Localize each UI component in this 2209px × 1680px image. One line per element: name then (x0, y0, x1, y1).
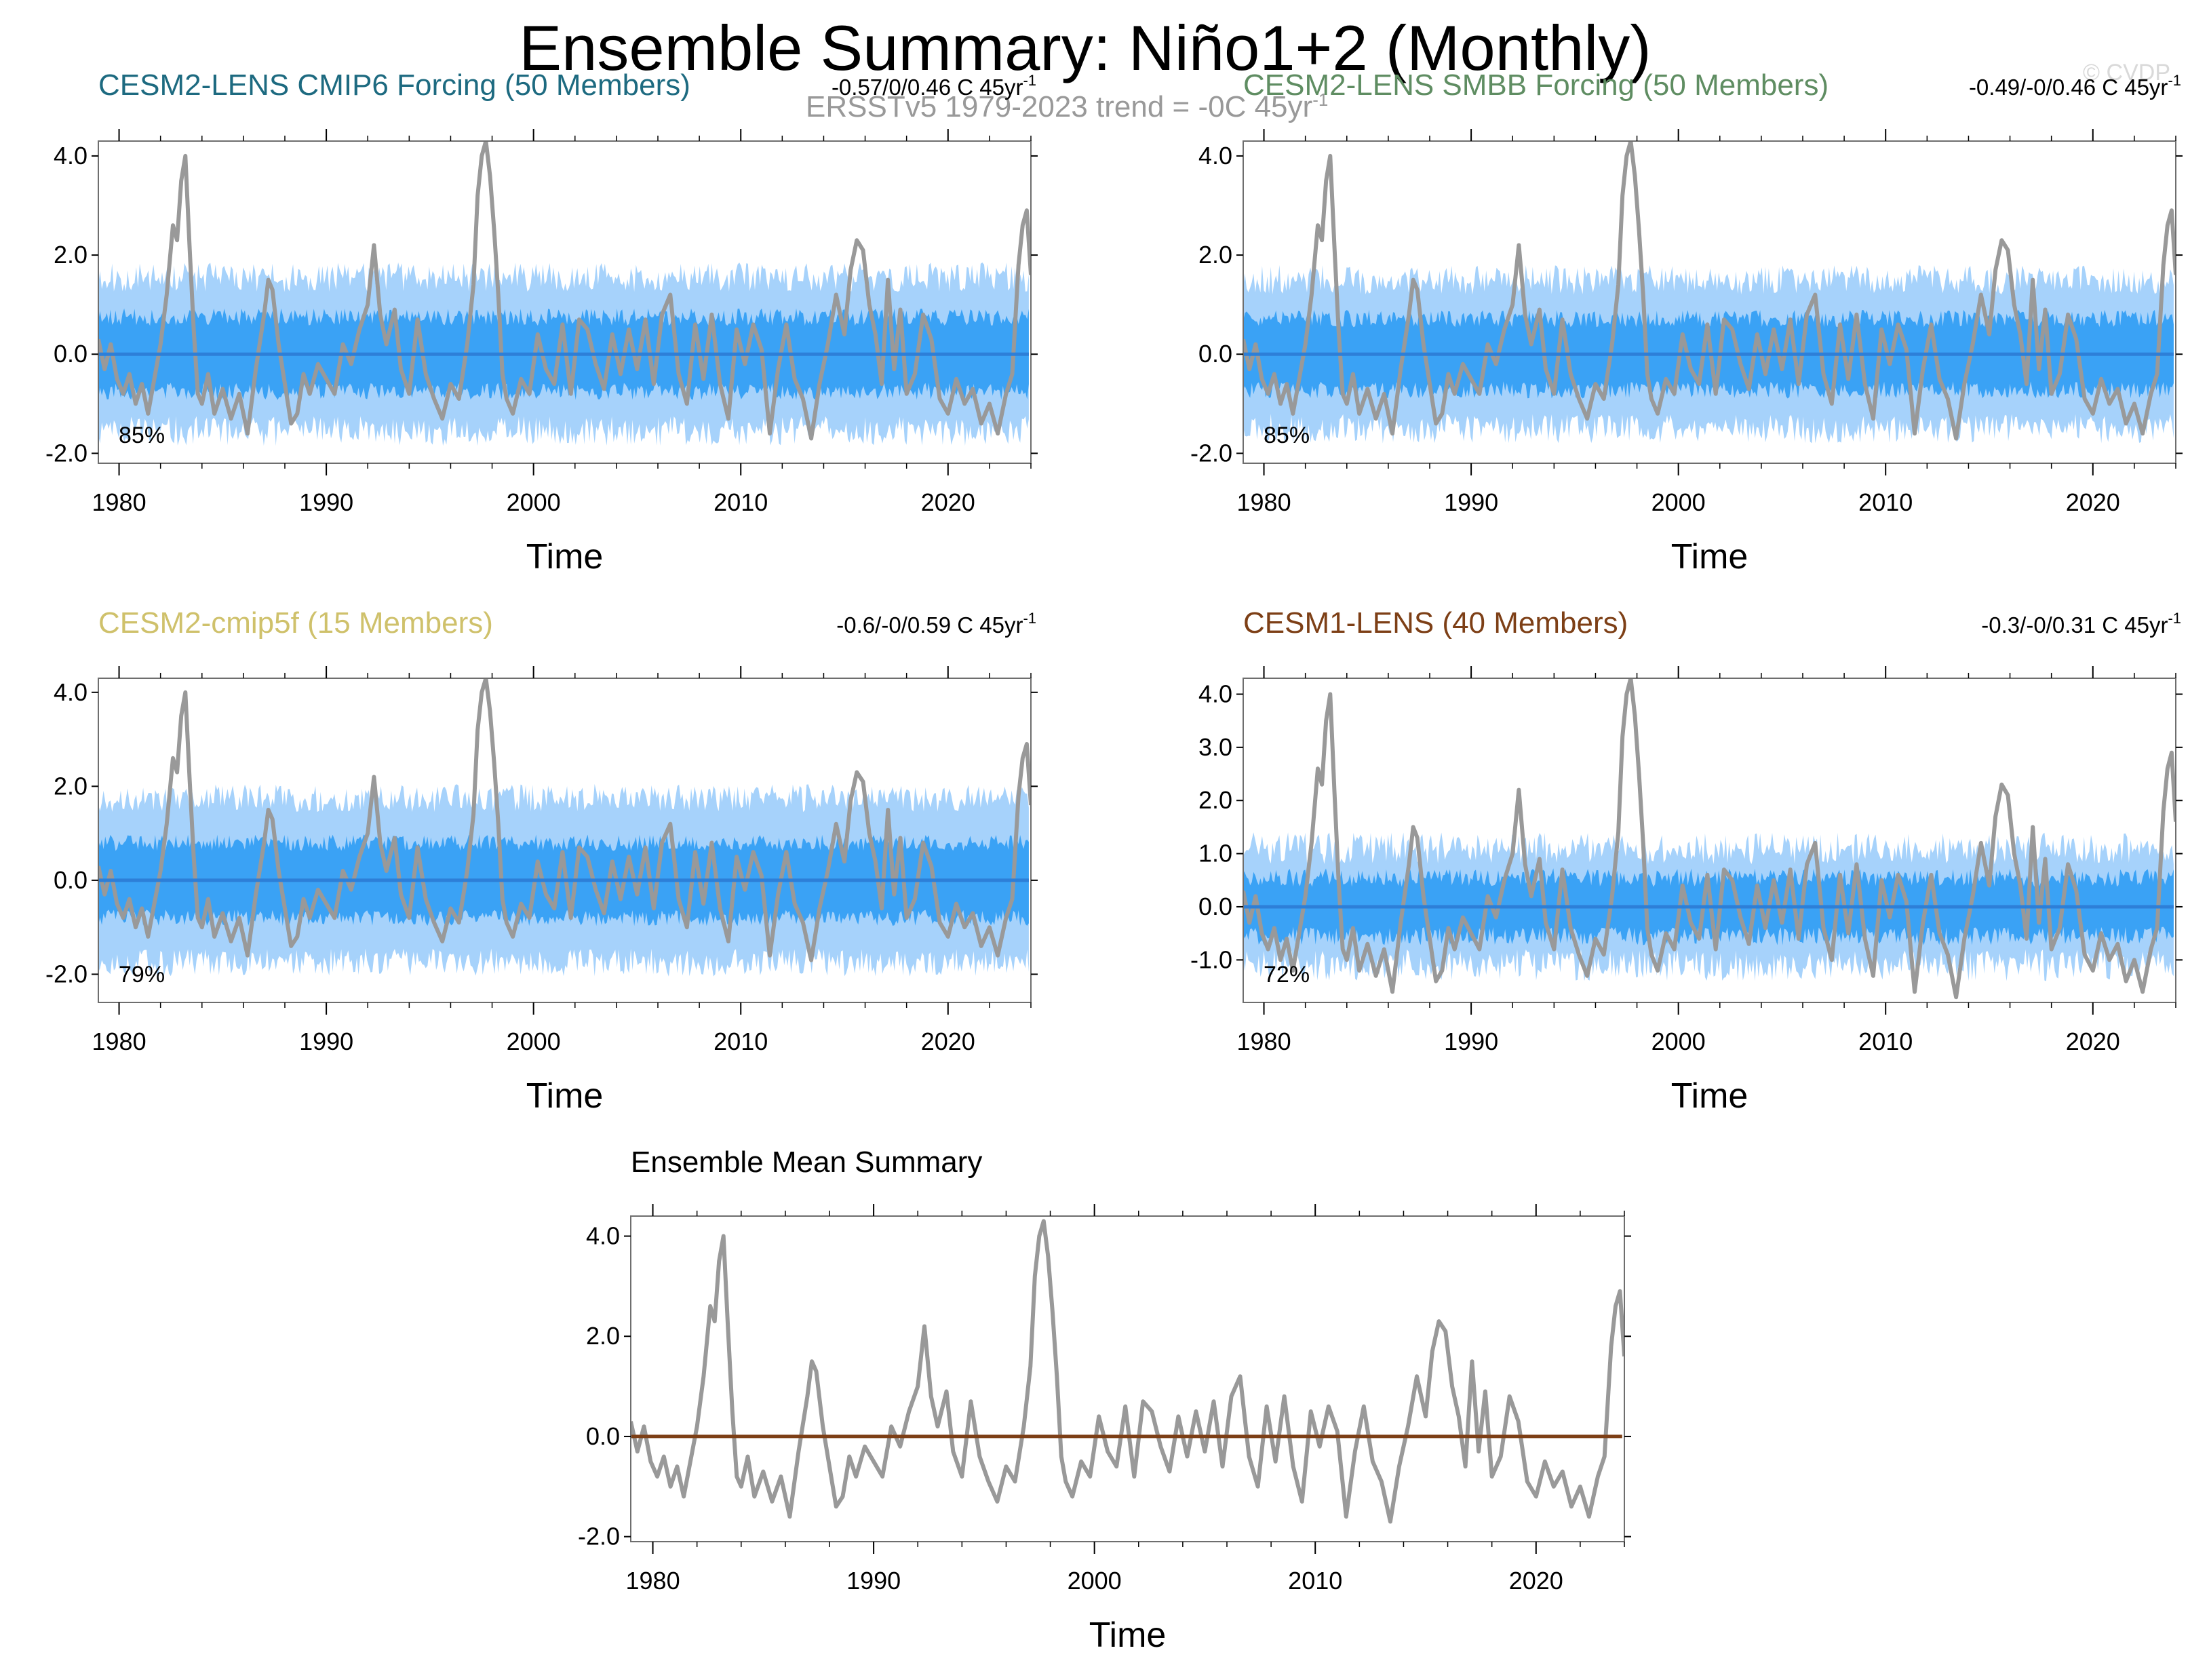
plot-area (98, 678, 1031, 977)
panel-cesm2-lens-smbb: CESM2-LENS SMBB Forcing (50 Members) -0.4… (1190, 69, 2183, 577)
panel-cesm1-lens: CESM1-LENS (40 Members) -0.3/-0/0.31 C 45… (1190, 606, 2183, 1116)
trend-range-superscript: -1 (1023, 72, 1036, 89)
x-tick-label: 2020 (921, 1028, 975, 1055)
y-tick-label: 2.0 (586, 1322, 620, 1350)
trend-range-superscript: -1 (1023, 610, 1036, 627)
x-tick-label: 1980 (1237, 488, 1291, 516)
y-tick-label: -1.0 (1190, 945, 1232, 973)
trend-range-text: -0.49/-0/0.46 C 45yr (1969, 75, 2168, 100)
observed-series-line (98, 678, 1031, 962)
x-axis-label: Time (1089, 1616, 1167, 1655)
trend-range-label: -0.57/0/0.46 C 45yr-1 (832, 72, 1036, 100)
x-tick-label: 2000 (507, 488, 561, 516)
x-tick-label: 2010 (713, 488, 768, 516)
observation-trend-superscript: -1 (1312, 90, 1328, 110)
x-tick-label: 2000 (507, 1028, 561, 1055)
y-tick-label: 4.0 (54, 678, 87, 706)
y-tick-label: 3.0 (1198, 733, 1232, 761)
y-tick-label: 1.0 (1198, 840, 1232, 867)
trend-range-label: -0.49/-0/0.46 C 45yr-1 (1969, 72, 2181, 100)
y-tick-label: 0.0 (1198, 340, 1232, 368)
observed-series-line (98, 141, 1031, 441)
panel-title: CESM2-cmip5f (15 Members) (98, 606, 493, 640)
x-tick-label: 2020 (921, 488, 975, 516)
x-tick-label: 2010 (1858, 488, 1913, 516)
panel-title: Ensemble Mean Summary (631, 1146, 982, 1179)
x-tick-label: 2000 (1651, 1028, 1706, 1055)
y-tick-label: 2.0 (54, 772, 87, 800)
y-tick-label: 2.0 (1198, 241, 1232, 269)
x-tick-label: 1990 (1444, 1028, 1498, 1055)
x-tick-label: 2010 (1858, 1028, 1913, 1055)
x-tick-label: 2020 (1509, 1567, 1563, 1595)
y-tick-label: 0.0 (586, 1422, 620, 1450)
x-tick-label: 2020 (2066, 488, 2120, 516)
x-tick-label: 2010 (1288, 1567, 1342, 1595)
x-axis-label: Time (1671, 1076, 1748, 1116)
trend-range-superscript: -1 (2168, 72, 2181, 89)
y-tick-label: -2.0 (1190, 439, 1232, 467)
plot-frame (1243, 140, 2176, 464)
plot-frame (630, 1215, 1625, 1542)
panel-cesm2-lens-cmip6: CESM2-LENS CMIP6 Forcing (50 Members) -0.… (45, 69, 1038, 577)
panel-title: CESM1-LENS (40 Members) (1243, 606, 1628, 640)
plot-area (1243, 141, 2176, 444)
y-tick-label: 0.0 (1198, 893, 1232, 920)
x-tick-label: 1980 (92, 488, 146, 516)
y-tick-label: -2.0 (45, 960, 87, 988)
y-tick-label: -2.0 (578, 1523, 620, 1550)
panel-title: CESM2-LENS SMBB Forcing (50 Members) (1243, 69, 1829, 102)
y-tick-label: 0.0 (54, 340, 87, 368)
x-axis-label: Time (526, 1076, 604, 1116)
y-tick-label: 4.0 (1198, 680, 1232, 708)
y-tick-label: 2.0 (54, 241, 87, 269)
percent-within-spread-label: 72% (1264, 962, 1310, 988)
percent-within-spread-label: 85% (119, 423, 165, 448)
y-tick-label: 0.0 (54, 866, 87, 894)
trend-range-label: -0.3/-0/0.31 C 45yr-1 (1981, 610, 2181, 638)
x-tick-label: 2000 (1651, 488, 1706, 516)
plot-area (631, 1219, 1624, 1524)
trend-range-text: -0.3/-0/0.31 C 45yr (1981, 612, 2168, 638)
x-tick-label: 2010 (713, 1028, 768, 1055)
observation-trend-text: ERSSTv5 1979-2023 trend = -0C 45yr (806, 90, 1312, 123)
y-tick-label: -2.0 (45, 439, 87, 467)
x-axis-label: Time (526, 537, 604, 577)
plot-area (98, 141, 1031, 446)
percent-within-spread-label: 79% (119, 962, 165, 988)
x-tick-label: 1990 (846, 1567, 901, 1595)
x-tick-label: 1990 (299, 1028, 353, 1055)
y-tick-label: 4.0 (1198, 142, 1232, 170)
panel-cesm2-cmip5f: CESM2-cmip5f (15 Members) -0.6/-0/0.59 C … (45, 606, 1038, 1116)
plot-frame (98, 678, 1032, 1003)
trend-range-superscript: -1 (2168, 610, 2181, 627)
x-tick-label: 1990 (1444, 488, 1498, 516)
observed-series-line (1243, 678, 2176, 1000)
panel-title: CESM2-LENS CMIP6 Forcing (50 Members) (98, 69, 690, 102)
x-tick-label: 1980 (92, 1028, 146, 1055)
x-tick-label: 2000 (1068, 1567, 1122, 1595)
figure-title: Ensemble Summary: Niño1+2 (Monthly) (519, 12, 1651, 83)
plot-frame (1243, 678, 2176, 1003)
x-tick-label: 1980 (626, 1567, 680, 1595)
x-tick-label: 1990 (299, 488, 353, 516)
x-axis-label: Time (1671, 537, 1748, 577)
observed-series-line (1243, 141, 2176, 441)
x-tick-label: 1980 (1237, 1028, 1291, 1055)
y-tick-label: 4.0 (586, 1222, 620, 1250)
copyright-watermark: © CVDP (2083, 60, 2170, 85)
plot-frame (98, 140, 1032, 464)
observation-trend-label: ERSSTv5 1979-2023 trend = -0C 45yr-1 (806, 90, 1328, 123)
percent-within-spread-label: 85% (1264, 423, 1310, 448)
y-tick-label: 2.0 (1198, 786, 1232, 814)
plot-area (1243, 678, 2176, 1000)
trend-range-text: -0.6/-0/0.59 C 45yr (836, 612, 1023, 638)
x-tick-label: 2020 (2066, 1028, 2120, 1055)
observed-series-line (631, 1219, 1624, 1524)
trend-range-text: -0.57/0/0.46 C 45yr (832, 75, 1023, 100)
trend-range-label: -0.6/-0/0.59 C 45yr-1 (836, 610, 1036, 638)
y-tick-label: 4.0 (54, 142, 87, 170)
